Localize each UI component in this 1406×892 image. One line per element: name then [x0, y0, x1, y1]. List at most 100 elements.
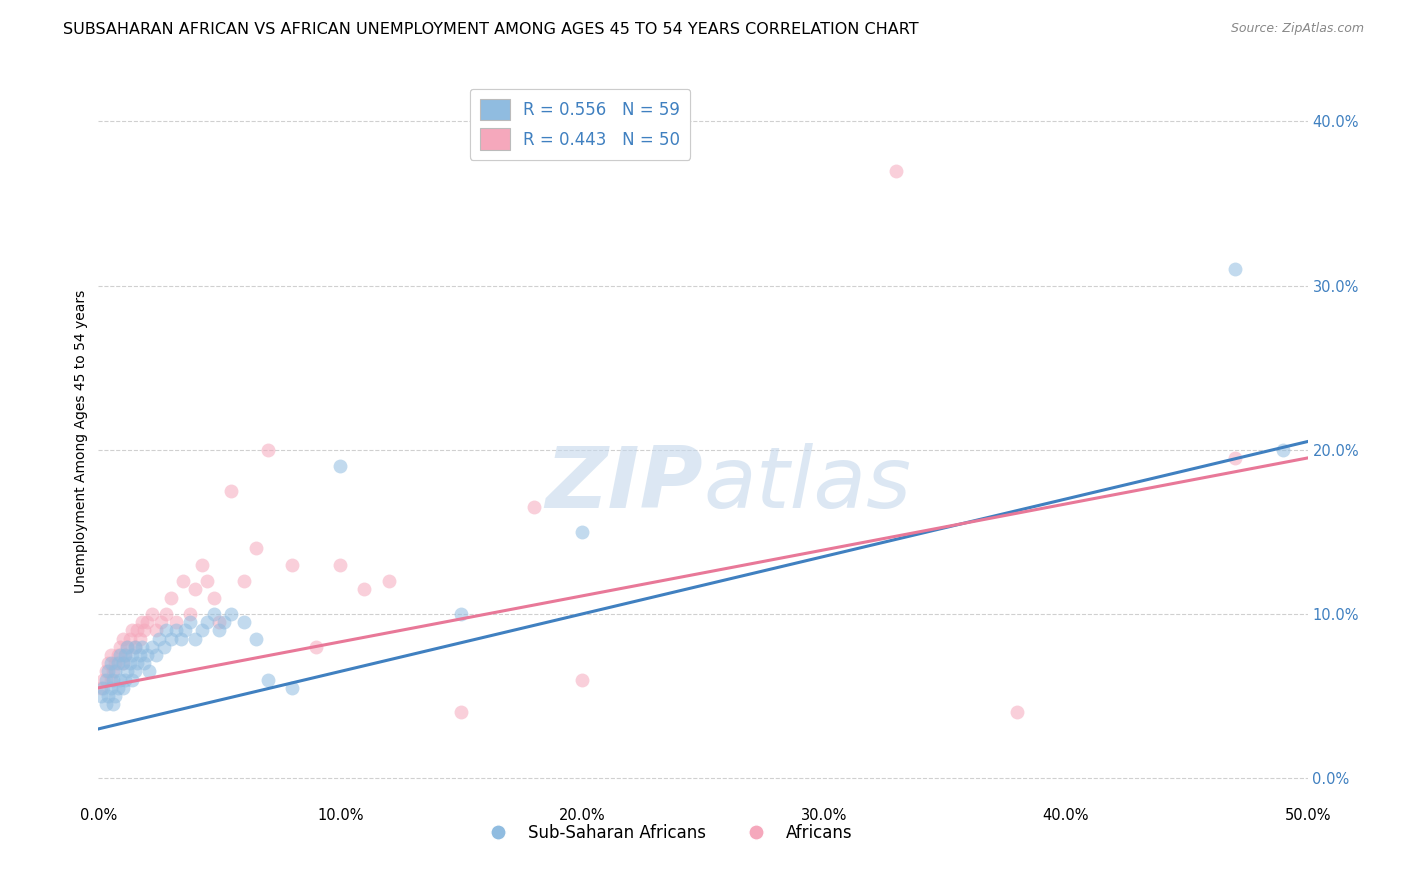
- Point: [145, 648, 167, 662]
- Point: [135, 648, 157, 662]
- Point: [195, 574, 218, 588]
- Point: [174, 624, 197, 638]
- Point: [94, 673, 117, 687]
- Point: [94, 698, 117, 712]
- Point: [134, 657, 156, 671]
- Point: [135, 615, 157, 630]
- Legend: Sub-Saharan Africans, Africans: Sub-Saharan Africans, Africans: [474, 817, 859, 848]
- Point: [256, 442, 278, 457]
- Point: [1223, 450, 1246, 465]
- Point: [1223, 262, 1246, 277]
- Point: [128, 632, 150, 646]
- Point: [104, 689, 127, 703]
- Point: [245, 632, 267, 646]
- Point: [104, 657, 127, 671]
- Point: [100, 657, 122, 671]
- Point: [108, 648, 131, 662]
- Point: [150, 615, 173, 630]
- Point: [155, 624, 177, 638]
- Point: [108, 673, 131, 687]
- Point: [191, 624, 214, 638]
- Point: [281, 681, 304, 695]
- Point: [100, 681, 122, 695]
- Point: [111, 681, 134, 695]
- Point: [131, 640, 153, 654]
- Point: [191, 558, 214, 572]
- Point: [232, 615, 254, 630]
- Point: [245, 541, 267, 556]
- Point: [128, 648, 150, 662]
- Point: [114, 648, 136, 662]
- Point: [121, 648, 143, 662]
- Point: [204, 591, 226, 605]
- Y-axis label: Unemployment Among Ages 45 to 54 years: Unemployment Among Ages 45 to 54 years: [75, 290, 89, 593]
- Point: [281, 558, 304, 572]
- Point: [91, 681, 114, 695]
- Text: ZIP: ZIP: [546, 443, 703, 526]
- Point: [184, 582, 207, 597]
- Point: [117, 665, 139, 679]
- Point: [208, 615, 231, 630]
- Point: [208, 624, 231, 638]
- Point: [111, 657, 134, 671]
- Point: [114, 673, 136, 687]
- Text: atlas: atlas: [703, 443, 911, 526]
- Point: [155, 607, 177, 621]
- Point: [107, 657, 129, 671]
- Point: [329, 459, 352, 474]
- Point: [1007, 706, 1029, 720]
- Point: [127, 657, 149, 671]
- Point: [100, 673, 122, 687]
- Point: [94, 665, 117, 679]
- Point: [111, 632, 134, 646]
- Point: [101, 673, 124, 687]
- Point: [221, 607, 243, 621]
- Point: [152, 640, 174, 654]
- Point: [90, 681, 112, 695]
- Point: [353, 582, 375, 597]
- Point: [104, 665, 127, 679]
- Point: [108, 640, 131, 654]
- Point: [165, 615, 187, 630]
- Point: [134, 624, 156, 638]
- Point: [141, 640, 163, 654]
- Point: [117, 640, 139, 654]
- Point: [121, 673, 143, 687]
- Point: [124, 665, 146, 679]
- Point: [377, 574, 399, 588]
- Point: [179, 615, 201, 630]
- Point: [160, 632, 183, 646]
- Text: Source: ZipAtlas.com: Source: ZipAtlas.com: [1230, 22, 1364, 36]
- Point: [121, 624, 143, 638]
- Point: [450, 607, 472, 621]
- Point: [100, 648, 122, 662]
- Point: [523, 500, 546, 515]
- Point: [97, 657, 120, 671]
- Point: [148, 632, 170, 646]
- Point: [450, 706, 472, 720]
- Point: [886, 163, 908, 178]
- Point: [111, 657, 134, 671]
- Point: [118, 632, 141, 646]
- Point: [101, 698, 124, 712]
- Point: [118, 657, 141, 671]
- Point: [124, 640, 146, 654]
- Point: [97, 665, 120, 679]
- Point: [141, 607, 163, 621]
- Point: [256, 673, 278, 687]
- Point: [212, 615, 235, 630]
- Point: [221, 483, 243, 498]
- Point: [165, 624, 187, 638]
- Point: [571, 673, 593, 687]
- Point: [138, 665, 160, 679]
- Point: [204, 607, 226, 621]
- Point: [107, 681, 129, 695]
- Point: [127, 624, 149, 638]
- Point: [195, 615, 218, 630]
- Point: [97, 689, 120, 703]
- Point: [124, 640, 146, 654]
- Point: [571, 524, 593, 539]
- Point: [145, 624, 167, 638]
- Point: [101, 665, 124, 679]
- Point: [117, 640, 139, 654]
